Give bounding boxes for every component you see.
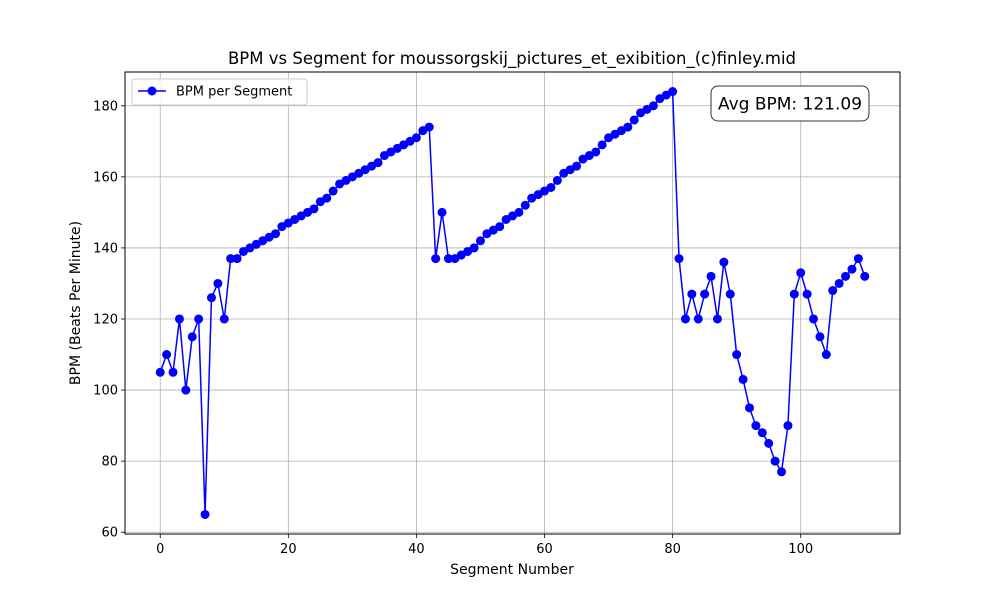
data-point xyxy=(725,289,735,299)
data-point xyxy=(687,289,697,299)
data-point xyxy=(309,204,319,214)
x-tick-label: 100 xyxy=(788,542,813,557)
y-tick-label: 60 xyxy=(101,526,118,541)
data-point xyxy=(226,254,236,264)
data-point xyxy=(648,101,658,111)
data-point xyxy=(194,314,204,324)
data-point xyxy=(271,229,281,239)
data-point xyxy=(802,289,812,299)
data-point xyxy=(155,367,165,377)
y-tick-label: 80 xyxy=(101,455,118,470)
data-point xyxy=(712,314,722,324)
data-point xyxy=(232,254,242,264)
series-layer xyxy=(155,87,870,519)
y-tick-label: 160 xyxy=(93,170,118,185)
data-point xyxy=(431,254,441,264)
data-point xyxy=(591,147,601,157)
legend: BPM per Segment xyxy=(131,78,308,106)
data-point xyxy=(219,314,229,324)
data-point xyxy=(213,278,223,288)
data-point xyxy=(751,421,761,431)
data-point xyxy=(443,254,453,264)
data-point xyxy=(572,161,582,171)
data-point xyxy=(757,428,767,438)
data-point xyxy=(373,158,383,168)
axis-ticks: 0 20 40 60 80 100 60 80 100 120 140 160 180 xyxy=(93,99,813,557)
data-point xyxy=(719,257,729,267)
plot-area-frame xyxy=(124,71,901,535)
data-point xyxy=(162,350,172,360)
data-point xyxy=(424,122,434,132)
data-point xyxy=(706,271,716,281)
data-point xyxy=(623,122,633,132)
y-tick-label: 120 xyxy=(93,312,118,327)
data-point xyxy=(200,509,210,519)
x-tick-label: 60 xyxy=(536,542,553,557)
x-tick-label: 0 xyxy=(156,542,164,557)
data-point xyxy=(437,207,447,217)
data-point xyxy=(174,314,184,324)
data-point xyxy=(206,293,216,303)
data-point xyxy=(770,456,780,466)
data-point xyxy=(809,314,819,324)
legend-box xyxy=(131,78,308,106)
data-point xyxy=(514,207,524,217)
legend-marker-sample xyxy=(147,86,157,96)
data-point xyxy=(597,140,607,150)
data-point xyxy=(815,332,825,342)
data-point xyxy=(834,278,844,288)
data-point xyxy=(552,175,562,185)
data-point xyxy=(680,314,690,324)
y-axis-label: BPM (Beats Per Minute) xyxy=(68,221,84,385)
data-point xyxy=(783,421,793,431)
data-point xyxy=(732,350,742,360)
data-point xyxy=(847,264,857,274)
data-point xyxy=(322,193,332,203)
data-point xyxy=(168,367,178,377)
annotation-box xyxy=(710,85,870,122)
x-tick-label: 20 xyxy=(280,542,297,557)
data-point xyxy=(668,87,678,97)
data-point xyxy=(693,314,703,324)
data-point xyxy=(828,286,838,296)
data-point xyxy=(841,271,851,281)
data-point xyxy=(796,268,806,278)
annotation-text: Avg BPM: 121.09 xyxy=(718,95,862,115)
data-point xyxy=(789,289,799,299)
y-tick-label: 180 xyxy=(93,99,118,114)
x-axis-label: Segment Number xyxy=(450,562,574,578)
y-tick-label: 140 xyxy=(93,241,118,256)
data-point xyxy=(520,200,530,210)
data-point xyxy=(700,289,710,299)
data-point xyxy=(181,385,191,395)
data-point xyxy=(469,243,479,253)
grid-lines xyxy=(125,72,900,534)
chart-title: BPM vs Segment for moussorgskij_pictures… xyxy=(228,49,796,69)
data-point xyxy=(764,438,774,448)
x-tick-label: 80 xyxy=(664,542,681,557)
data-point xyxy=(674,254,684,264)
data-point xyxy=(546,183,556,192)
legend-label: BPM per Segment xyxy=(176,85,292,100)
data-point xyxy=(860,271,870,281)
average-annotation: Avg BPM: 121.09 xyxy=(710,85,870,122)
data-point xyxy=(475,236,485,246)
data-point xyxy=(411,133,421,143)
data-point xyxy=(187,332,197,342)
data-point xyxy=(853,254,863,264)
data-point xyxy=(821,350,831,360)
data-point xyxy=(629,115,639,125)
data-point xyxy=(738,374,748,384)
data-point xyxy=(744,403,754,413)
data-point xyxy=(495,222,505,232)
x-tick-label: 40 xyxy=(408,542,425,557)
data-point xyxy=(328,186,338,196)
data-point xyxy=(777,467,787,477)
y-tick-label: 100 xyxy=(93,384,118,399)
